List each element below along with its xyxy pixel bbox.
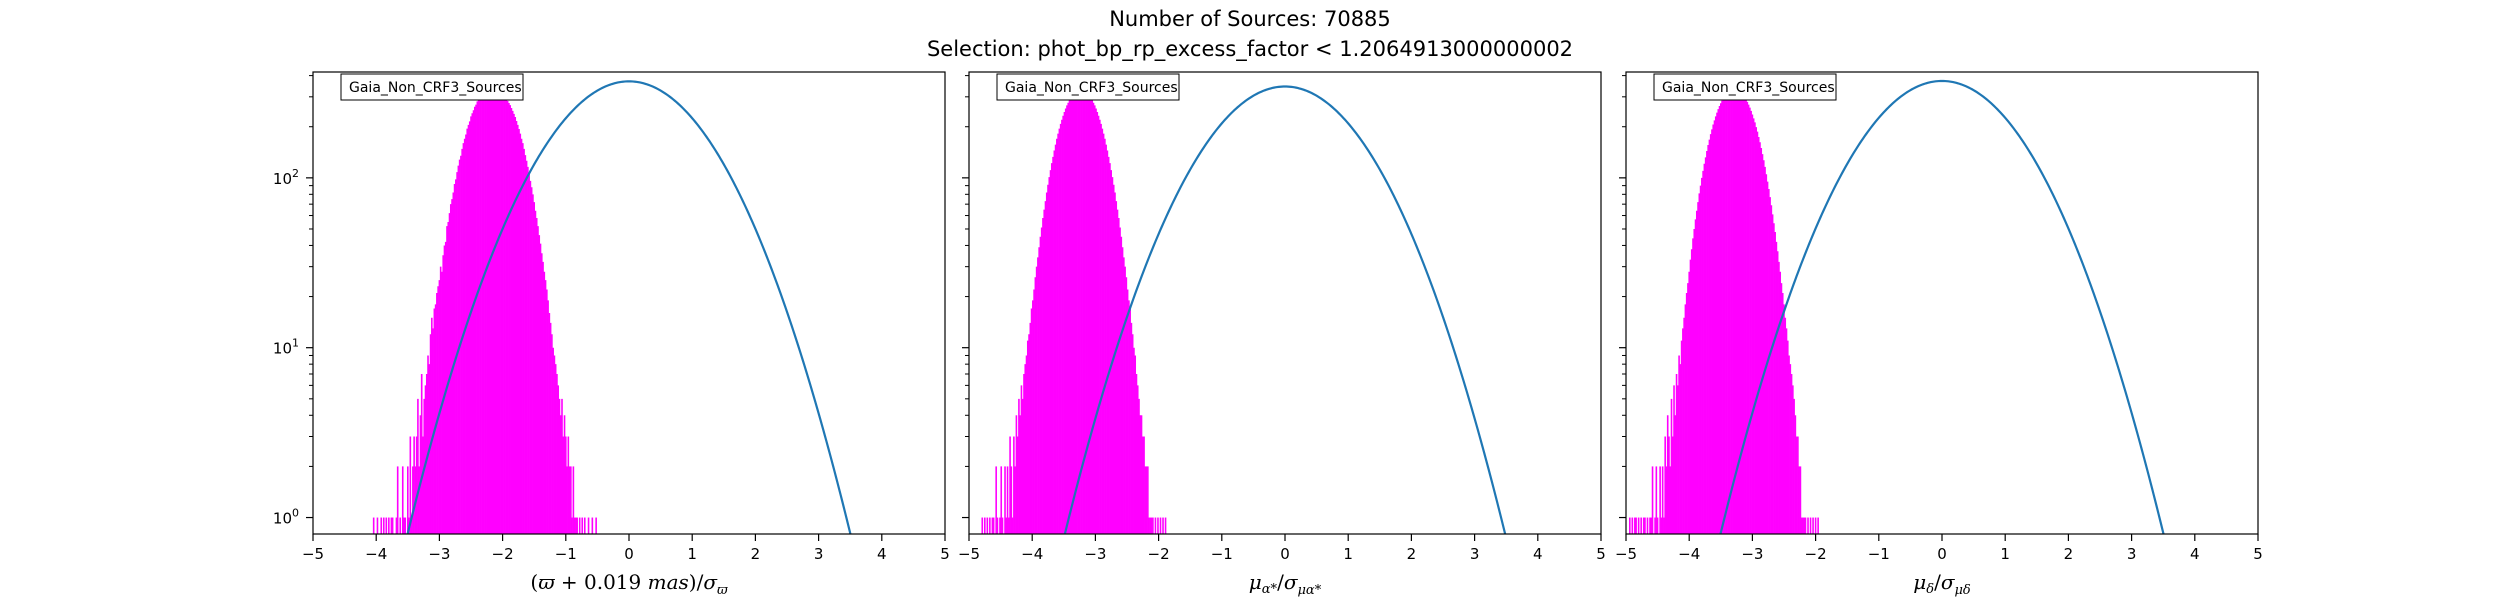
panels: −5 −4 −3 −2 −1 0 1 2 3 4 5100101102Gaia_Non_CRF3_S… bbox=[273, 71, 2263, 598]
x-tick-label: −2 bbox=[492, 545, 514, 563]
panel-2: −5 −4 −3 −2 −1 0 1 2 3 4 5 Gaia_Non_CRF3_Sources μα*… bbox=[958, 71, 1606, 598]
panel-3-x-ticks: −5 −4 −3 −2 −1 0 1 2 3 4 5 bbox=[1615, 534, 2263, 563]
x-tick-label: 0 bbox=[1280, 545, 1290, 563]
panel-1: −5 −4 −3 −2 −1 0 1 2 3 4 5 100 101 102 Gaia_Non_CRF3_S… bbox=[273, 71, 950, 598]
panel-2-plot-area bbox=[981, 85, 1507, 534]
x-tick-label: −1 bbox=[555, 545, 577, 563]
panel-2-legend: Gaia_Non_CRF3_Sources bbox=[996, 73, 1180, 101]
x-tick-label: 2 bbox=[1407, 545, 1417, 563]
x-tick-label: −3 bbox=[428, 545, 450, 563]
x-tick-label: 0 bbox=[1937, 545, 1947, 563]
panel-3-legend: Gaia_Non_CRF3_Sources bbox=[1653, 73, 1837, 101]
panel-3-x-axis-label: μδ/σμδ bbox=[1913, 570, 1971, 598]
panel-3-histogram bbox=[1628, 88, 1819, 534]
panel-2-histogram bbox=[981, 89, 1167, 534]
x-tick-label: 3 bbox=[1470, 545, 1480, 563]
x-tick-label: 5 bbox=[940, 545, 950, 563]
x-tick-label: 4 bbox=[1533, 545, 1543, 563]
x-tick-label: 1 bbox=[1343, 545, 1353, 563]
x-tick-label: 5 bbox=[1596, 545, 1606, 563]
panel-1-legend: Gaia_Non_CRF3_Sources bbox=[340, 73, 524, 101]
panel-1-histogram bbox=[372, 87, 597, 534]
y-tick-label: 101 bbox=[273, 337, 299, 358]
x-tick-label: 3 bbox=[2127, 545, 2137, 563]
panel-1-x-axis-label: (ϖ + 0.019 mas)/σϖ bbox=[530, 570, 728, 598]
x-tick-label: −1 bbox=[1211, 545, 1233, 563]
panel-2-x-ticks: −5 −4 −3 −2 −1 0 1 2 3 4 5 bbox=[958, 534, 1606, 563]
x-tick-label: 4 bbox=[877, 545, 887, 563]
x-tick-label: −5 bbox=[958, 545, 980, 563]
legend-box bbox=[996, 73, 1180, 101]
panel-2-y-ticks bbox=[962, 75, 969, 519]
x-tick-label: −4 bbox=[1678, 545, 1700, 563]
panel-3-y-ticks bbox=[1619, 75, 1626, 519]
panel-1-y-ticks: 100 101 102 bbox=[273, 75, 313, 528]
panel-3-plot-area bbox=[1628, 79, 2165, 534]
legend-box bbox=[340, 73, 524, 101]
x-tick-label: −5 bbox=[302, 545, 324, 563]
panel-2-gaussian-fit-line bbox=[1063, 85, 1507, 534]
legend-box bbox=[1653, 73, 1837, 101]
panel-1-plot-area bbox=[372, 80, 852, 534]
figure-title-line2: Selection: phot_bp_rp_excess_factor < 1.… bbox=[927, 37, 1573, 62]
x-tick-label: −1 bbox=[1868, 545, 1890, 563]
y-tick-label: 100 bbox=[273, 507, 299, 528]
panel-3-gaussian-fit-line bbox=[1719, 79, 2165, 534]
x-tick-label: −4 bbox=[1021, 545, 1043, 563]
x-tick-label: 1 bbox=[687, 545, 697, 563]
x-tick-label: 2 bbox=[2064, 545, 2074, 563]
panel-1-gaussian-fit-line bbox=[406, 80, 852, 534]
panel-1-x-ticks: −5 −4 −3 −2 −1 0 1 2 3 4 5 bbox=[302, 534, 950, 563]
panel-3: −5 −4 −3 −2 −1 0 1 2 3 4 5 Gaia_Non_CRF3_Sources μδ/… bbox=[1615, 71, 2263, 598]
x-tick-label: 4 bbox=[2190, 545, 2200, 563]
x-tick-label: −3 bbox=[1741, 545, 1763, 563]
legend-label: Gaia_Non_CRF3_Sources bbox=[1662, 80, 1835, 96]
y-tick-label: 102 bbox=[273, 167, 299, 188]
x-tick-label: −5 bbox=[1615, 545, 1637, 563]
figure-title-line1: Number of Sources: 70885 bbox=[1109, 7, 1391, 31]
x-tick-label: 1 bbox=[2000, 545, 2010, 563]
x-tick-label: 5 bbox=[2253, 545, 2263, 563]
legend-label: Gaia_Non_CRF3_Sources bbox=[349, 80, 522, 96]
x-tick-label: −2 bbox=[1805, 545, 1827, 563]
legend-label: Gaia_Non_CRF3_Sources bbox=[1005, 80, 1178, 96]
x-tick-label: 2 bbox=[751, 545, 761, 563]
x-tick-label: −2 bbox=[1148, 545, 1170, 563]
x-tick-label: −4 bbox=[365, 545, 387, 563]
x-tick-label: −3 bbox=[1084, 545, 1106, 563]
panel-1-axes-frame bbox=[312, 71, 946, 535]
x-tick-label: 0 bbox=[624, 545, 634, 563]
x-tick-label: 3 bbox=[814, 545, 824, 563]
panel-2-x-axis-label: μα*/σμα* bbox=[1249, 570, 1322, 598]
